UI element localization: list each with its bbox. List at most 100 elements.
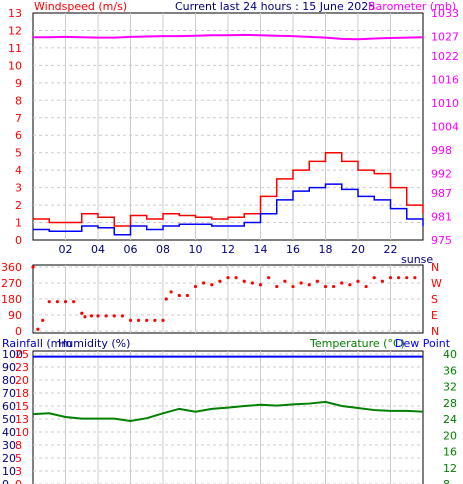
direction-point bbox=[364, 284, 368, 289]
rainfall-y-tick: 25 bbox=[15, 348, 29, 361]
wind-x-tick: 18 bbox=[319, 243, 333, 256]
direction-point bbox=[234, 276, 238, 280]
humidity-y-tick: 10 bbox=[2, 465, 16, 478]
barometer-y-tick: 1033 bbox=[431, 7, 459, 20]
rainfall-y-tick: 20 bbox=[15, 374, 29, 387]
direction-point bbox=[283, 279, 287, 283]
wind-y-tick: 5 bbox=[15, 147, 22, 160]
humidity-y-tick: 70 bbox=[2, 387, 16, 400]
direction-point bbox=[299, 281, 303, 285]
humidity-title: Humidity (%) bbox=[58, 337, 130, 350]
humidity-y-tick: 90 bbox=[2, 361, 16, 374]
wind-y-tick: 3 bbox=[15, 182, 22, 195]
direction-point bbox=[104, 314, 108, 318]
direction-point bbox=[41, 318, 45, 322]
humidity-y-tick: 0 bbox=[2, 478, 9, 484]
direction-point bbox=[323, 284, 328, 289]
direction-compass-label: N bbox=[431, 325, 439, 338]
rainfall-y-tick: 13 bbox=[15, 413, 29, 426]
wind-x-tick: 14 bbox=[254, 243, 268, 256]
direction-point bbox=[405, 276, 409, 280]
temperature-y-tick: 36 bbox=[443, 364, 457, 377]
direction-point bbox=[31, 265, 35, 269]
temperature-y-tick: 12 bbox=[443, 462, 457, 475]
direction-point bbox=[72, 300, 76, 304]
temperature-y-tick: 32 bbox=[443, 381, 457, 394]
direction-point bbox=[307, 283, 311, 287]
rainfall-y-tick: 5 bbox=[15, 452, 22, 465]
wind-y-tick: 4 bbox=[15, 164, 22, 177]
wind-y-tick: 6 bbox=[15, 129, 22, 142]
series-gust-line bbox=[33, 151, 424, 227]
temperature-y-tick: 40 bbox=[443, 348, 457, 361]
wind-x-tick: 02 bbox=[59, 243, 73, 256]
direction-point bbox=[218, 279, 222, 283]
dewpoint-title: Dew Point bbox=[395, 337, 451, 350]
direction-point bbox=[161, 318, 165, 322]
direction-point bbox=[242, 279, 246, 283]
wind-y-tick: 0 bbox=[15, 234, 22, 247]
direction-point bbox=[332, 284, 336, 289]
temperature-y-tick: 20 bbox=[443, 429, 457, 442]
humidity-y-tick: 80 bbox=[2, 374, 16, 387]
wind-y-tick: 2 bbox=[15, 199, 22, 212]
barometer-y-tick: 987 bbox=[431, 187, 452, 200]
barometer-y-tick: 1010 bbox=[431, 97, 459, 110]
temperature-y-tick: 28 bbox=[443, 397, 457, 410]
direction-point bbox=[348, 283, 352, 287]
wind-y-tick: 1 bbox=[15, 217, 22, 230]
direction-point bbox=[177, 293, 181, 298]
barometer-title: Barometer (mb) bbox=[368, 0, 456, 13]
barometer-y-tick: 1004 bbox=[431, 121, 459, 134]
direction-point bbox=[291, 284, 295, 289]
direction-point bbox=[210, 283, 214, 287]
rainfall-y-tick: 18 bbox=[15, 387, 29, 400]
rainfall-title: Rainfall (mm bbox=[2, 337, 72, 350]
direction-y-tick: 180 bbox=[1, 293, 22, 306]
windspeed-title: Windspeed (m/s) bbox=[34, 0, 127, 13]
rainfall-y-tick: 15 bbox=[15, 400, 29, 413]
direction-point bbox=[63, 300, 68, 304]
direction-point bbox=[55, 300, 59, 304]
direction-y-tick: 0 bbox=[15, 325, 22, 338]
barometer-y-tick: 998 bbox=[431, 144, 452, 157]
rainfall-y-tick: 23 bbox=[15, 361, 29, 374]
wind-y-tick: 12 bbox=[8, 24, 22, 37]
wind-x-tick: 08 bbox=[156, 243, 170, 256]
rainfall-y-tick: 8 bbox=[15, 439, 22, 452]
barometer-y-tick: 981 bbox=[431, 211, 452, 224]
direction-point bbox=[226, 276, 230, 280]
direction-compass-label: E bbox=[431, 309, 438, 322]
direction-point bbox=[250, 281, 254, 285]
wind-x-tick: 04 bbox=[91, 243, 105, 256]
direction-point bbox=[89, 314, 94, 318]
direction-point bbox=[80, 311, 84, 315]
direction-point bbox=[96, 314, 100, 318]
direction-point bbox=[380, 279, 384, 283]
series-temperature-line bbox=[32, 400, 424, 423]
humidity-y-tick: 50 bbox=[2, 413, 16, 426]
rainfall-y-tick: 0 bbox=[15, 478, 22, 484]
direction-point bbox=[267, 276, 271, 280]
direction-point bbox=[137, 318, 141, 322]
barometer-y-tick: 1016 bbox=[431, 74, 459, 87]
humidity-y-tick: 60 bbox=[2, 400, 16, 413]
barometer-y-tick: 992 bbox=[431, 167, 452, 180]
direction-point bbox=[202, 281, 206, 285]
wind-x-tick: 12 bbox=[221, 243, 235, 256]
temperature-y-tick: 24 bbox=[443, 413, 457, 426]
rainfall-y-tick: 10 bbox=[15, 426, 29, 439]
direction-point bbox=[120, 314, 124, 318]
direction-point bbox=[193, 284, 198, 289]
temperature-y-tick: 16 bbox=[443, 446, 457, 459]
direction-y-tick: 270 bbox=[1, 277, 22, 290]
wind-y-tick: 11 bbox=[8, 42, 22, 55]
direction-compass-label: S bbox=[431, 293, 438, 306]
wind-x-tick: 06 bbox=[124, 243, 138, 256]
direction-point bbox=[83, 315, 87, 319]
rainfall-y-tick: 3 bbox=[15, 465, 22, 478]
wind-y-tick: 9 bbox=[15, 77, 22, 90]
direction-point bbox=[340, 281, 344, 285]
barometer-y-tick: 1022 bbox=[431, 50, 459, 63]
direction-point bbox=[128, 318, 133, 322]
